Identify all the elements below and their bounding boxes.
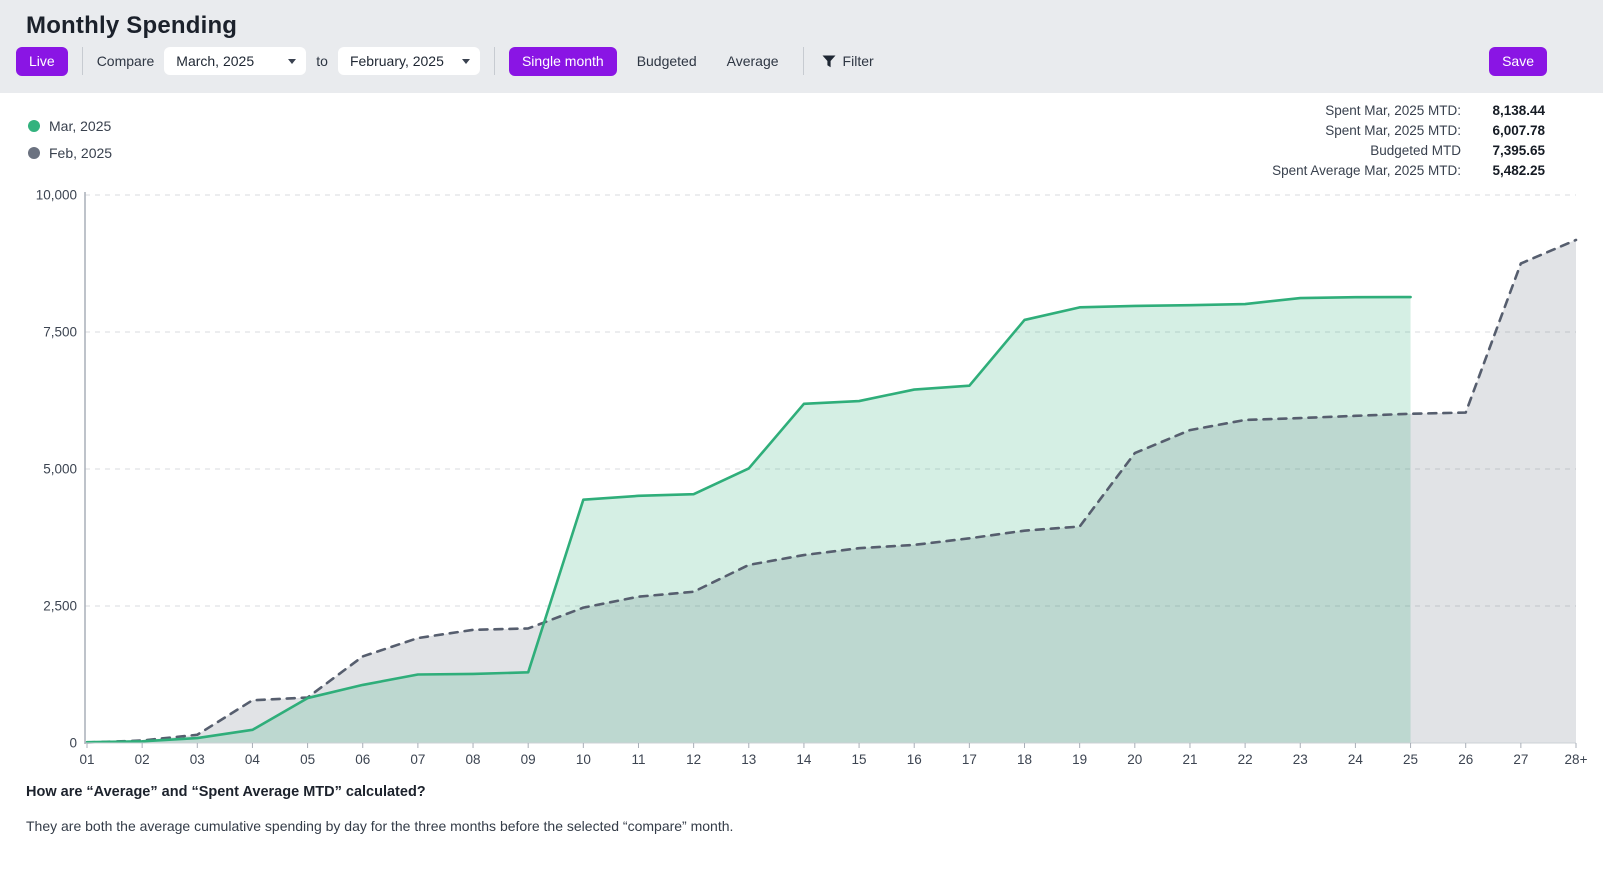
page-title: Monthly Spending [26,12,237,40]
svg-text:20: 20 [1127,752,1142,767]
save-button[interactable]: Save [1489,47,1547,76]
svg-text:21: 21 [1182,752,1197,767]
svg-text:23: 23 [1293,752,1308,767]
compare-to-select[interactable]: February, 2025 [338,47,480,75]
svg-text:05: 05 [300,752,315,767]
chart-legend: Mar, 2025 Feb, 2025 [28,118,112,161]
stat-label: Spent Average Mar, 2025 MTD: [1272,163,1461,178]
spending-chart-canvas: 0 2,500 5,000 7,500 10,000 01 02 03 04 05 06 07 08 09… [0,190,1603,780]
svg-text:04: 04 [245,752,261,767]
funnel-icon [822,55,836,68]
toolbar: Live Compare March, 2025 to February, 20… [16,46,1547,76]
footer-answer: They are both the average cumulative spe… [26,818,733,834]
svg-text:14: 14 [796,752,812,767]
stat-value: 5,482.25 [1473,163,1545,178]
live-button[interactable]: Live [16,47,68,76]
svg-text:10: 10 [576,752,591,767]
legend-item-mar-2025[interactable]: Mar, 2025 [28,118,112,134]
svg-text:03: 03 [190,752,205,767]
filter-button[interactable]: Filter [818,47,878,75]
summary-stats: Spent Mar, 2025 MTD: 8,138.44 Spent Mar,… [1272,103,1545,178]
stat-value: 8,138.44 [1473,103,1545,118]
footer-question: How are “Average” and “Spent Average MTD… [26,784,426,800]
svg-text:25: 25 [1403,752,1418,767]
to-label: to [316,53,328,69]
svg-text:15: 15 [852,752,867,767]
chart-panel: Mar, 2025 Feb, 2025 Spent Mar, 2025 MTD:… [0,93,1603,878]
stat-label: Spent Mar, 2025 MTD: [1325,103,1461,118]
svg-text:0: 0 [69,736,77,751]
stat-label: Spent Mar, 2025 MTD: [1325,123,1461,138]
compare-from-select[interactable]: March, 2025 [164,47,306,75]
svg-text:27: 27 [1513,752,1528,767]
svg-text:02: 02 [135,752,150,767]
svg-text:01: 01 [79,752,94,767]
compare-label: Compare [97,53,155,69]
svg-text:5,000: 5,000 [43,462,77,477]
budgeted-button[interactable]: Budgeted [627,47,707,75]
svg-text:13: 13 [741,752,756,767]
toolbar-divider [82,47,83,75]
stat-value: 7,395.65 [1473,143,1545,158]
svg-text:16: 16 [907,752,922,767]
svg-text:09: 09 [521,752,536,767]
svg-text:07: 07 [410,752,425,767]
stat-spent-mtd: Spent Mar, 2025 MTD: 8,138.44 [1272,103,1545,118]
compare-from-value: March, 2025 [176,53,254,69]
single-month-button[interactable]: Single month [509,47,617,76]
chart-areas [87,240,1576,743]
svg-text:28+: 28+ [1565,752,1588,767]
svg-text:24: 24 [1348,752,1364,767]
svg-text:2,500: 2,500 [43,599,77,614]
stat-value: 6,007.78 [1473,123,1545,138]
svg-text:10,000: 10,000 [36,190,77,203]
legend-label: Feb, 2025 [49,145,112,161]
filter-label: Filter [843,53,874,69]
legend-dot-green [28,120,40,132]
svg-text:7,500: 7,500 [43,325,77,340]
svg-text:17: 17 [962,752,977,767]
toolbar-divider [803,47,804,75]
legend-label: Mar, 2025 [49,118,111,134]
spending-chart: 0 2,500 5,000 7,500 10,000 01 02 03 04 05 06 07 08 09… [0,190,1603,780]
stat-label: Budgeted MTD [1370,143,1461,158]
svg-text:12: 12 [686,752,701,767]
chevron-down-icon [288,59,296,64]
stat-budgeted-mtd: Budgeted MTD 7,395.65 [1272,143,1545,158]
svg-text:26: 26 [1458,752,1473,767]
legend-item-feb-2025[interactable]: Feb, 2025 [28,145,112,161]
svg-text:06: 06 [355,752,370,767]
svg-text:22: 22 [1238,752,1253,767]
toolbar-divider [494,47,495,75]
legend-dot-gray [28,147,40,159]
svg-text:19: 19 [1072,752,1087,767]
stat-spent-compare-mtd: Spent Mar, 2025 MTD: 6,007.78 [1272,123,1545,138]
stat-spent-average-mtd: Spent Average Mar, 2025 MTD: 5,482.25 [1272,163,1545,178]
svg-text:18: 18 [1017,752,1032,767]
compare-to-value: February, 2025 [350,53,444,69]
svg-text:08: 08 [466,752,481,767]
chevron-down-icon [462,59,470,64]
average-button[interactable]: Average [717,47,789,75]
svg-text:11: 11 [631,752,645,767]
